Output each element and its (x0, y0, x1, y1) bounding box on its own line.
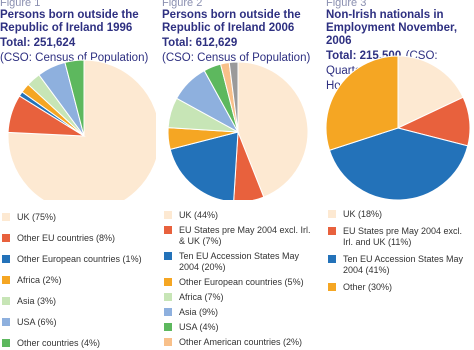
pie-chart (7, 59, 156, 200)
legend-label: Other American countries (2%) (179, 337, 303, 347)
legend-item: Asia (9%) (164, 307, 316, 318)
legend-swatch (328, 227, 336, 235)
source: (CSO: Census of Population) (0, 52, 149, 64)
legend-swatch (2, 276, 10, 284)
legend-swatch (164, 308, 172, 316)
legend-swatch (2, 297, 10, 305)
legend-label: UK (75%) (17, 212, 57, 222)
legend-label: Ten EU Accession States May 2004 (41%) (343, 254, 464, 275)
legend-item: UK (44%) (164, 210, 316, 221)
legend-label: Other (30%) (343, 282, 393, 292)
legend-item: UK (18%) (328, 209, 472, 220)
legend-label: USA (4%) (179, 322, 219, 332)
legend-item: EU States pre May 2004 excl. Irl. and UK… (328, 226, 472, 248)
legend-item: USA (6%) (2, 317, 154, 328)
legend-label: Other European countries (5%) (179, 277, 304, 287)
pie-slice (326, 55, 399, 151)
legend: UK (75%) Other EU countries (8%) Other Eur… (2, 212, 154, 349)
legend-label: Other countries (4%) (17, 338, 101, 348)
legend-swatch (164, 211, 172, 219)
legend-label: UK (44%) (179, 210, 219, 220)
legend-item: Other European countries (1%) (2, 254, 154, 265)
pie-slice (228, 61, 239, 133)
legend-item: EU States pre May 2004 excl. Irl. & UK (… (164, 225, 316, 247)
legend-item: Other countries (4%) (2, 338, 154, 349)
legend: UK (44%) EU States pre May 2004 excl. Irl… (164, 210, 316, 350)
legend: UK (18%) EU States pre May 2004 excl. Irl… (328, 209, 472, 293)
legend-swatch (164, 226, 172, 234)
subtitle: Total: 251,624 (0, 37, 76, 49)
legend-swatch (2, 339, 10, 347)
legend-label: Asia (9%) (179, 307, 219, 317)
pie-slice (397, 55, 464, 129)
legend-swatch (164, 278, 172, 286)
chart-title: Persons born outside the Republic of Ire… (0, 9, 139, 34)
legend-label: EU States pre May 2004 excl. Irl. & UK (… (179, 225, 311, 246)
subtitle-block: Total: 251,624 (CSO: Census of Population… (0, 35, 156, 65)
pie-slice (328, 127, 469, 200)
legend-item: Ten EU Accession States May 2004 (20%) (164, 251, 316, 273)
pie-slice (169, 131, 239, 200)
source: (CSO: Census of Population) (162, 52, 311, 64)
legend-label: Other European countries (1%) (17, 254, 142, 264)
pie-chart (167, 61, 309, 200)
pie-slice (237, 61, 309, 198)
legend-item: Africa (2%) (2, 275, 154, 286)
legend-label: Other EU countries (8%) (17, 233, 116, 243)
legend-item: Other EU countries (8%) (2, 233, 154, 244)
figure-label: Figure 3 (326, 0, 367, 9)
legend-item: Other (30%) (328, 282, 472, 293)
legend-swatch (2, 213, 10, 221)
chart-column: Figure 1 Persons born outside the Republi… (0, 0, 156, 350)
legend-swatch (328, 210, 336, 218)
pie-slice (233, 131, 265, 200)
legend-label: Asia (3%) (17, 296, 57, 306)
legend-label: Ten EU Accession States May 2004 (20%) (179, 251, 300, 272)
legend-swatch (328, 283, 336, 291)
legend-item: Asia (3%) (2, 296, 154, 307)
legend-item: Other European countries (5%) (164, 277, 316, 288)
figure-label: Figure 1 (0, 0, 41, 9)
legend-swatch (2, 234, 10, 242)
legend-label: Africa (7%) (179, 292, 224, 302)
legend-label: UK (18%) (343, 209, 383, 219)
subtitle-block: Total: 612,629 (CSO: Census of Population… (162, 35, 318, 65)
legend-item: Africa (7%) (164, 292, 316, 303)
chart-title: Non-Irish nationals in Employment Novemb… (326, 9, 458, 47)
legend-label: EU States pre May 2004 excl. Irl. and UK… (343, 226, 463, 247)
chart-column: Figure 3 Non-Irish nationals in Employmen… (326, 0, 474, 350)
legend-swatch (328, 255, 336, 263)
legend-swatch (164, 323, 172, 331)
legend-item: USA (4%) (164, 322, 316, 333)
figure-label: Figure 2 (162, 0, 203, 9)
chart-title: Persons born outside the Republic of Ire… (162, 9, 301, 34)
legend-item: Ten EU Accession States May 2004 (41%) (328, 254, 472, 276)
pie-slice (64, 59, 85, 137)
chart-column: Figure 2 Persons born outside the Republi… (162, 0, 318, 350)
legend-item: Other American countries (2%) (164, 337, 316, 348)
pie-slice (7, 59, 156, 200)
subtitle: Total: 612,629 (162, 37, 238, 49)
legend-swatch (2, 255, 10, 263)
legend-label: Africa (2%) (17, 275, 62, 285)
legend-item: UK (75%) (2, 212, 154, 223)
legend-swatch (164, 293, 172, 301)
legend-swatch (2, 318, 10, 326)
legend-label: USA (6%) (17, 317, 57, 327)
legend-swatch (164, 338, 172, 346)
pie-chart (326, 55, 471, 200)
legend-swatch (164, 252, 172, 260)
